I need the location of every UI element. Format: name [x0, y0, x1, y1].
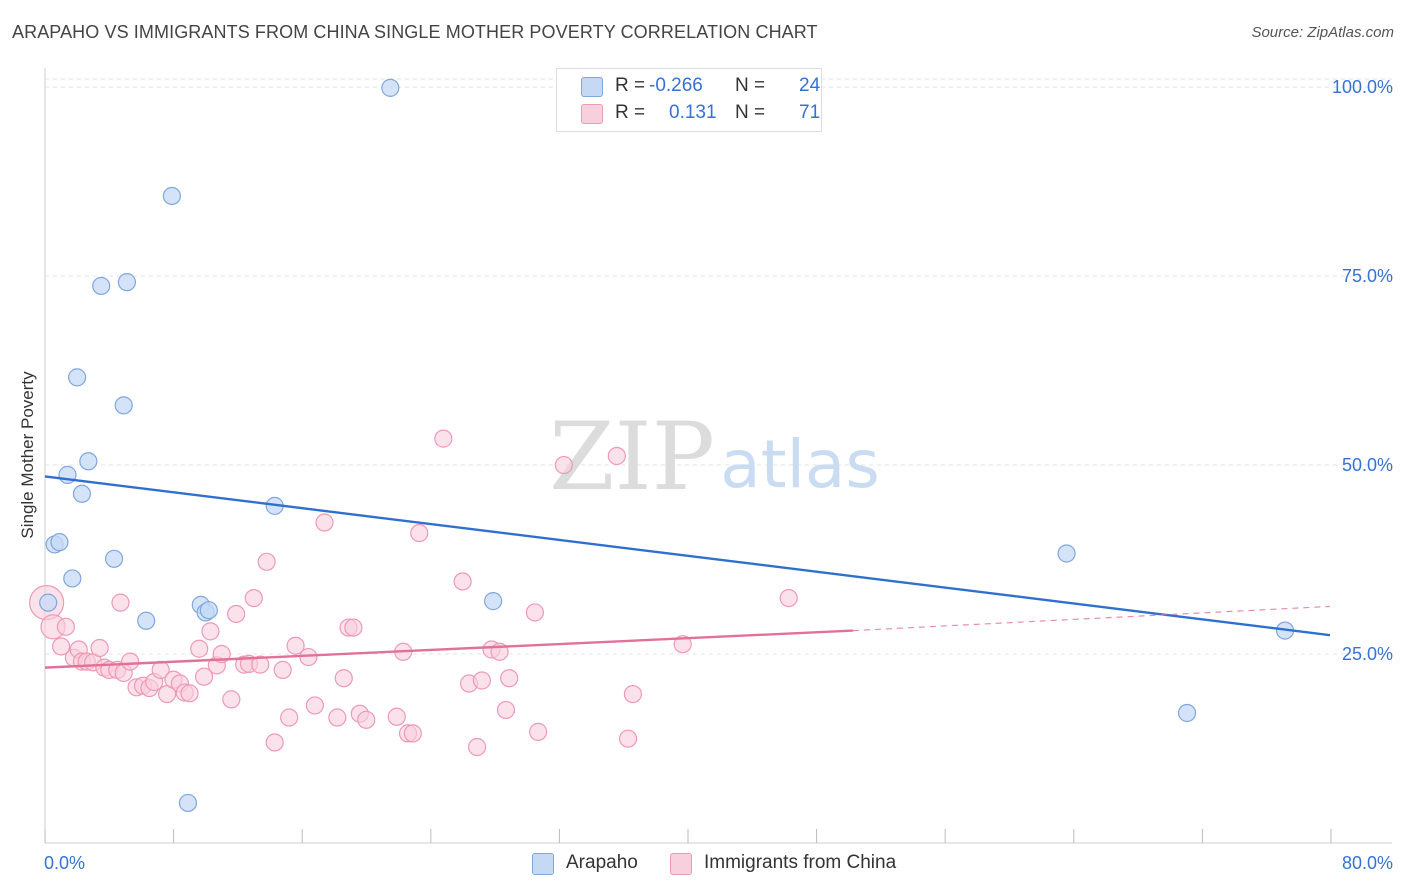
china-point: [111, 593, 130, 612]
china-point: [554, 455, 573, 475]
china-point: [344, 618, 363, 637]
china-trend-extension: [852, 605, 1331, 632]
source-label: Source: ZipAtlas.com: [1251, 24, 1394, 41]
arapaho-point: [104, 549, 124, 568]
arapaho-swatch: [532, 853, 554, 875]
n-label: N =: [735, 102, 766, 123]
x-tick-label: 0.0%: [44, 853, 85, 873]
arapaho-point: [39, 593, 58, 612]
china-point: [453, 572, 472, 591]
china-point: [387, 707, 406, 726]
r-value-china: 0.131: [669, 102, 717, 123]
arapaho-point: [162, 186, 181, 206]
y-tick-label: 25.0%: [1342, 644, 1393, 664]
n-value-china: 71: [799, 102, 821, 123]
china-point: [286, 636, 305, 655]
n-label: N =: [735, 75, 766, 96]
chart-title: ARAPAHO VS IMMIGRANTS FROM CHINA SINGLE …: [12, 22, 818, 42]
china-point: [51, 637, 71, 656]
china-point: [90, 638, 109, 658]
china-point: [607, 446, 626, 466]
arapaho-trend-line: [44, 475, 1331, 637]
tick-labels: 25.0% 50.0% 75.0% 100.0% 0.0% 80.0%: [44, 77, 1393, 873]
china-point: [273, 660, 292, 680]
r-label: R =: [615, 75, 646, 96]
china-point: [403, 724, 422, 743]
arapaho-point: [1177, 703, 1197, 723]
arapaho-point: [114, 396, 133, 415]
china-point: [251, 655, 270, 674]
arapaho-point: [79, 452, 98, 471]
arapaho-point: [63, 569, 82, 588]
china-point: [222, 690, 241, 709]
arapaho-point: [381, 78, 400, 97]
arapaho-legend-label: Arapaho: [566, 852, 638, 873]
arapaho-point: [484, 592, 503, 611]
y-tick-label: 75.0%: [1342, 266, 1393, 286]
china-point: [500, 669, 519, 688]
china-point: [257, 552, 276, 571]
y-tick-label: 50.0%: [1342, 455, 1393, 475]
china-point: [467, 737, 487, 757]
arapaho-point: [1057, 544, 1076, 563]
arapaho-point: [72, 484, 92, 503]
series-arapaho: [39, 78, 1295, 813]
china-point: [299, 647, 318, 667]
china-point: [779, 588, 798, 608]
china-point: [525, 603, 545, 622]
china-point: [201, 622, 220, 641]
arapaho-swatch: [581, 77, 603, 97]
trend-lines: [44, 475, 1331, 669]
china-point: [334, 669, 353, 688]
china-point: [328, 708, 347, 727]
china-point: [121, 652, 140, 671]
china-point: [280, 708, 299, 727]
china-point: [180, 684, 199, 703]
china-point: [315, 513, 334, 532]
gridlines: [45, 78, 1392, 655]
china-swatch: [581, 104, 603, 124]
china-point: [529, 722, 548, 741]
china-point: [472, 671, 491, 690]
legend: R = -0.266 N = 24 R = 0.131 N = 71: [556, 68, 822, 132]
china-point: [227, 604, 246, 624]
china-point: [56, 617, 75, 636]
arapaho-point: [92, 276, 111, 296]
arapaho-point: [117, 273, 137, 292]
china-point: [496, 700, 516, 720]
china-point: [618, 729, 638, 748]
watermark-atlas: atlas: [720, 426, 880, 503]
r-label: R =: [615, 102, 646, 123]
n-value-arapaho: 24: [799, 75, 821, 96]
r-value-arapaho: -0.266: [649, 75, 703, 96]
china-point: [623, 684, 642, 704]
china-swatch: [670, 853, 692, 875]
arapaho-point: [199, 601, 218, 620]
x-tick-label: 80.0%: [1342, 853, 1393, 873]
arapaho-point: [178, 793, 198, 813]
watermark: ZIP atlas: [549, 403, 880, 512]
watermark-zip: ZIP: [549, 403, 715, 512]
china-point: [410, 523, 429, 543]
china-point: [190, 639, 209, 658]
china-point: [265, 733, 284, 752]
arapaho-point: [137, 611, 156, 630]
china-point: [357, 710, 376, 729]
china-point: [305, 696, 324, 715]
y-tick-label: 100.0%: [1332, 77, 1393, 97]
china-point: [244, 588, 263, 608]
china-legend-label: Immigrants from China: [704, 852, 897, 873]
china-point: [434, 429, 453, 448]
axes: [44, 68, 1392, 844]
china-point: [673, 635, 692, 654]
china-trend-line: [44, 629, 853, 669]
arapaho-point: [68, 368, 87, 387]
china-point: [194, 667, 214, 686]
arapaho-point: [50, 533, 69, 552]
